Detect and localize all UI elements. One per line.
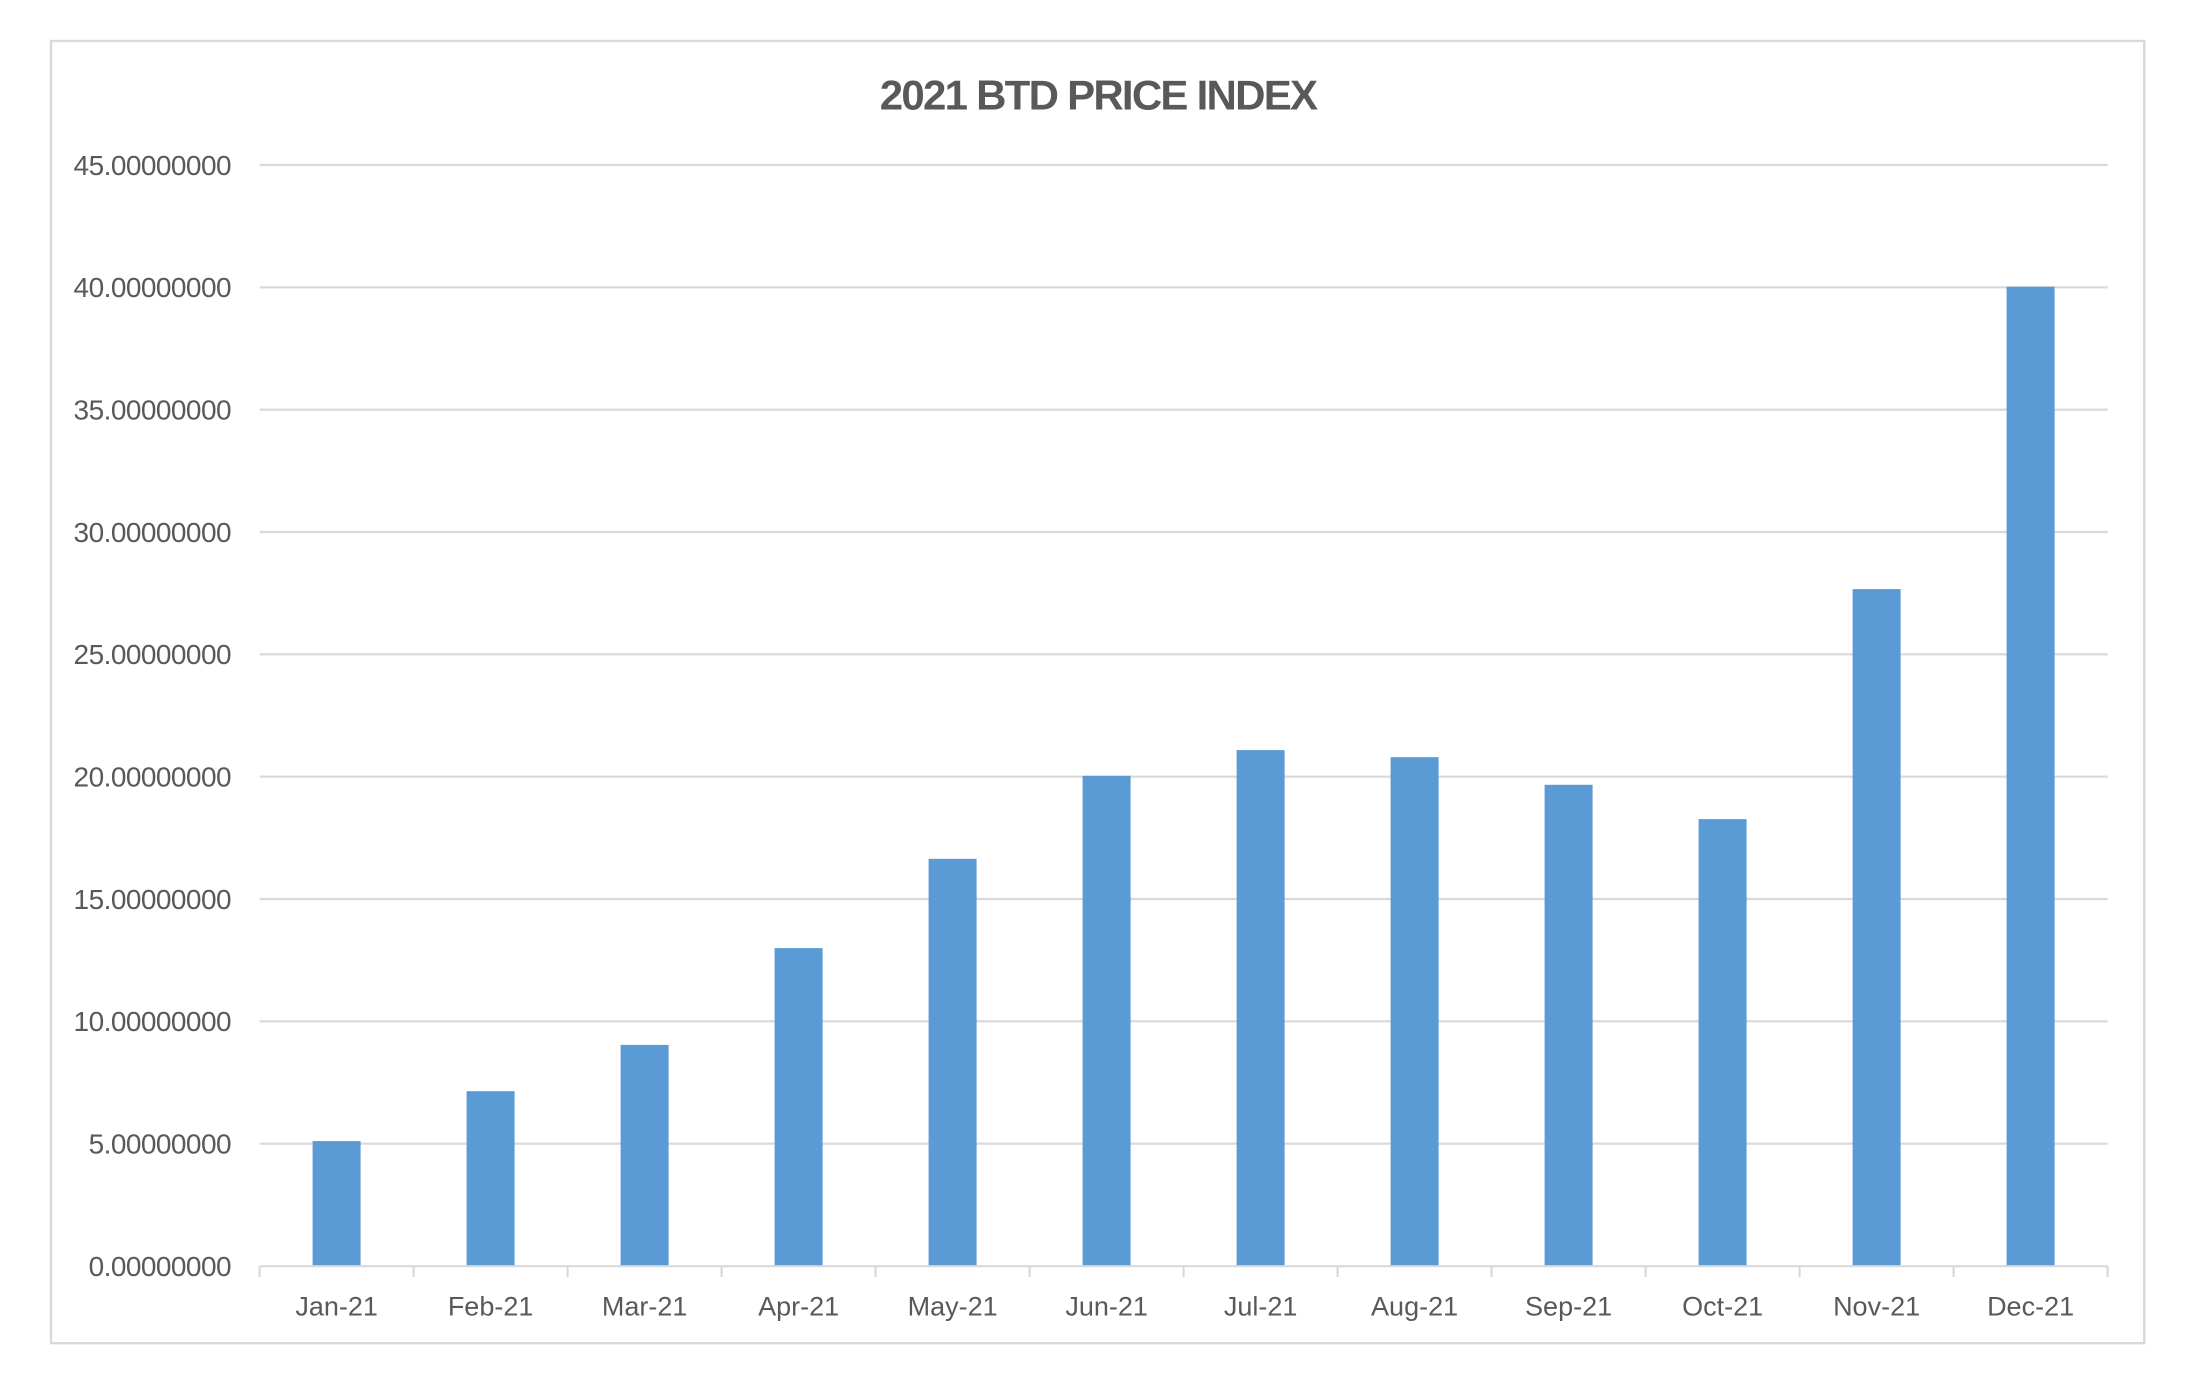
svg-text:5.00000000: 5.00000000 bbox=[89, 1129, 231, 1160]
svg-text:Mar-21: Mar-21 bbox=[602, 1291, 688, 1321]
svg-text:30.00000000: 30.00000000 bbox=[74, 517, 231, 548]
svg-text:2021 BTD PRICE INDEX: 2021 BTD PRICE INDEX bbox=[880, 71, 1318, 118]
svg-text:Feb-21: Feb-21 bbox=[448, 1291, 534, 1321]
svg-text:Oct-21: Oct-21 bbox=[1682, 1291, 1763, 1321]
svg-text:35.00000000: 35.00000000 bbox=[74, 395, 231, 426]
svg-text:Dec-21: Dec-21 bbox=[1987, 1291, 2074, 1321]
svg-text:Jun-21: Jun-21 bbox=[1065, 1291, 1148, 1321]
svg-text:20.00000000: 20.00000000 bbox=[74, 762, 231, 793]
svg-text:40.00000000: 40.00000000 bbox=[74, 272, 231, 303]
svg-text:Sep-21: Sep-21 bbox=[1525, 1291, 1612, 1321]
svg-text:Nov-21: Nov-21 bbox=[1833, 1291, 1920, 1321]
svg-text:Aug-21: Aug-21 bbox=[1371, 1291, 1458, 1321]
svg-text:15.00000000: 15.00000000 bbox=[74, 884, 231, 915]
svg-text:25.00000000: 25.00000000 bbox=[74, 639, 231, 670]
svg-text:0.00000000: 0.00000000 bbox=[89, 1251, 231, 1282]
svg-text:Jan-21: Jan-21 bbox=[295, 1291, 378, 1321]
svg-text:Jul-21: Jul-21 bbox=[1224, 1291, 1298, 1321]
svg-text:45.00000000: 45.00000000 bbox=[74, 150, 231, 181]
svg-text:May-21: May-21 bbox=[908, 1291, 998, 1321]
svg-text:Apr-21: Apr-21 bbox=[758, 1291, 839, 1321]
svg-text:10.00000000: 10.00000000 bbox=[74, 1006, 231, 1037]
